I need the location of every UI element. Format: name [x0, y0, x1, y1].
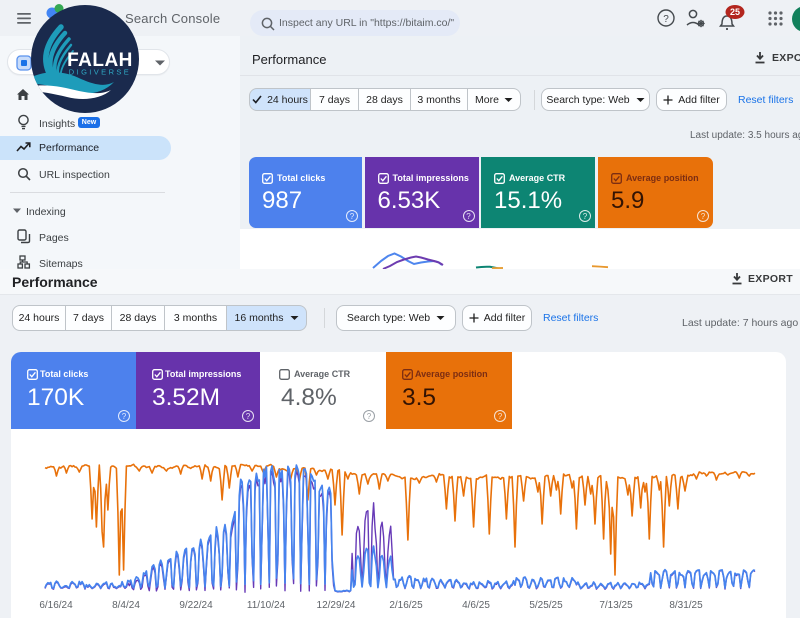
svg-text:FALAH: FALAH: [67, 50, 133, 71]
svg-text:25: 25: [730, 7, 740, 17]
svg-text:?: ?: [663, 14, 669, 25]
svg-text:DIGIVERSE: DIGIVERSE: [69, 68, 131, 77]
